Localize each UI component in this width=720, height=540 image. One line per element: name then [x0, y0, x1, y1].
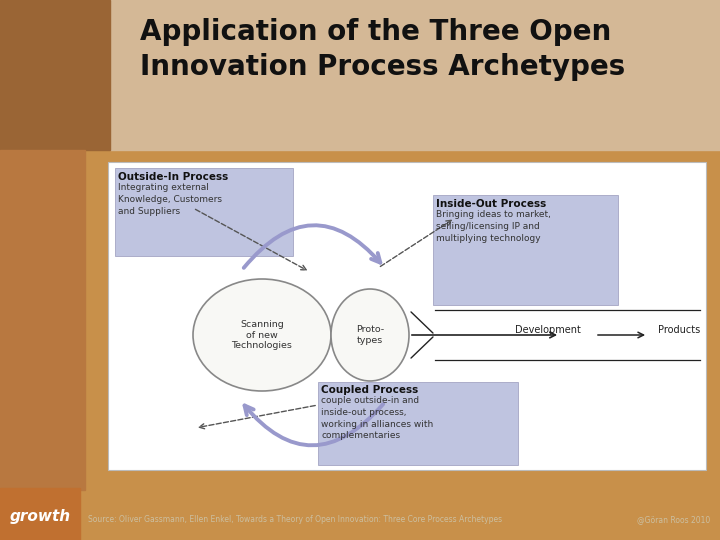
- Bar: [0, 150, 85, 490]
- Bar: [0, 488, 80, 540]
- Bar: [0, 480, 720, 540]
- Bar: [0, 0, 110, 150]
- Text: Products: Products: [658, 325, 701, 335]
- Bar: [318, 382, 518, 465]
- Text: Proto-
types: Proto- types: [356, 325, 384, 345]
- Ellipse shape: [331, 289, 409, 381]
- Text: Scanning
of new
Technologies: Scanning of new Technologies: [232, 320, 292, 350]
- Text: Bringing ideas to market,
selling/licensing IP and
multiplying technology: Bringing ideas to market, selling/licens…: [436, 210, 551, 242]
- Bar: [115, 168, 293, 256]
- Text: Outside-In Process: Outside-In Process: [118, 172, 228, 182]
- Bar: [433, 195, 618, 305]
- Bar: [108, 162, 706, 470]
- Text: couple outside-in and
inside-out process,
working in alliances with
complementar: couple outside-in and inside-out process…: [321, 396, 433, 441]
- Text: @Göran Roos 2010: @Göran Roos 2010: [636, 516, 710, 524]
- Text: Source: Oliver Gassmann, Ellen Enkel, Towards a Theory of Open Innovation: Three: Source: Oliver Gassmann, Ellen Enkel, To…: [88, 516, 502, 524]
- Text: Inside-Out Process: Inside-Out Process: [436, 199, 546, 209]
- Bar: [110, 0, 720, 150]
- Text: Integrating external
Knowledge, Customers
and Suppliers: Integrating external Knowledge, Customer…: [118, 183, 222, 215]
- Text: Development: Development: [515, 325, 581, 335]
- Text: Application of the Three Open
Innovation Process Archetypes: Application of the Three Open Innovation…: [140, 18, 625, 80]
- Ellipse shape: [193, 279, 331, 391]
- Text: growth: growth: [9, 509, 71, 523]
- Text: Coupled Process: Coupled Process: [321, 385, 418, 395]
